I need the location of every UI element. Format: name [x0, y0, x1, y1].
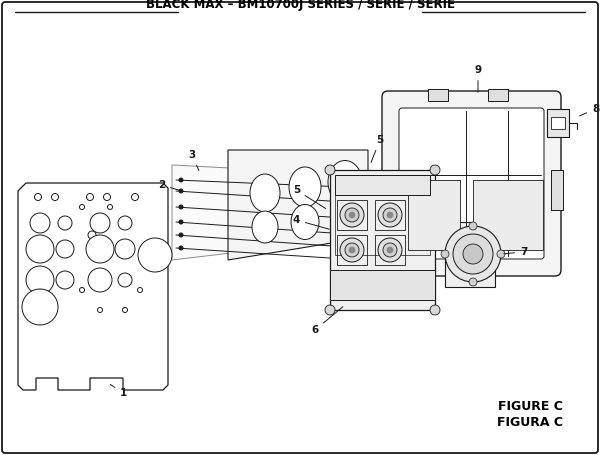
Circle shape: [122, 308, 128, 313]
Polygon shape: [547, 109, 569, 137]
Circle shape: [387, 247, 393, 253]
Text: FIGURE C: FIGURE C: [498, 400, 563, 414]
Circle shape: [387, 212, 393, 218]
Circle shape: [86, 193, 94, 201]
Text: 2: 2: [158, 180, 179, 190]
Circle shape: [118, 273, 132, 287]
Circle shape: [354, 201, 362, 209]
FancyBboxPatch shape: [382, 91, 561, 276]
Circle shape: [179, 220, 183, 224]
Circle shape: [131, 193, 139, 201]
Polygon shape: [330, 170, 435, 310]
Circle shape: [325, 305, 335, 315]
Circle shape: [88, 268, 112, 292]
Circle shape: [97, 308, 103, 313]
Circle shape: [469, 278, 477, 286]
Ellipse shape: [250, 174, 280, 212]
Circle shape: [441, 250, 449, 258]
Circle shape: [58, 216, 72, 230]
Circle shape: [469, 222, 477, 230]
Circle shape: [445, 226, 501, 282]
Circle shape: [137, 288, 143, 293]
Circle shape: [26, 235, 54, 263]
Circle shape: [179, 178, 183, 182]
Circle shape: [430, 165, 440, 175]
Circle shape: [349, 247, 355, 253]
Circle shape: [340, 203, 364, 227]
Circle shape: [383, 208, 397, 222]
Circle shape: [30, 213, 50, 233]
Circle shape: [56, 240, 74, 258]
Circle shape: [179, 233, 183, 237]
Polygon shape: [408, 180, 460, 250]
Circle shape: [378, 203, 402, 227]
Ellipse shape: [328, 161, 362, 203]
Ellipse shape: [291, 204, 319, 239]
Polygon shape: [551, 170, 563, 210]
Text: 7: 7: [504, 247, 527, 257]
Circle shape: [138, 238, 172, 272]
Circle shape: [325, 165, 335, 175]
Circle shape: [345, 243, 359, 257]
Circle shape: [345, 208, 359, 222]
Circle shape: [86, 235, 114, 263]
Circle shape: [26, 266, 54, 294]
Text: 6: 6: [311, 307, 343, 335]
Text: BLACK MAX – BM10700J SERIES / SÉRIE / SERIE: BLACK MAX – BM10700J SERIES / SÉRIE / SE…: [146, 0, 455, 11]
Polygon shape: [445, 222, 495, 287]
Circle shape: [88, 231, 96, 239]
Circle shape: [383, 243, 397, 257]
Polygon shape: [551, 117, 565, 129]
Circle shape: [378, 238, 402, 262]
Polygon shape: [172, 165, 365, 260]
Text: 4: 4: [293, 215, 329, 229]
Circle shape: [79, 288, 85, 293]
Polygon shape: [330, 270, 435, 300]
Polygon shape: [428, 89, 448, 101]
Circle shape: [179, 189, 183, 193]
Text: 5: 5: [371, 135, 383, 162]
Circle shape: [453, 234, 493, 274]
Circle shape: [115, 239, 135, 259]
Circle shape: [463, 244, 483, 264]
Circle shape: [430, 305, 440, 315]
Text: 9: 9: [475, 65, 482, 92]
Circle shape: [79, 204, 85, 209]
Circle shape: [56, 271, 74, 289]
Polygon shape: [473, 180, 543, 250]
Circle shape: [179, 205, 183, 209]
Circle shape: [52, 193, 59, 201]
Polygon shape: [335, 175, 430, 195]
Ellipse shape: [289, 167, 321, 207]
Polygon shape: [488, 89, 508, 101]
Circle shape: [340, 238, 364, 262]
Text: 1: 1: [110, 384, 127, 398]
Text: 5: 5: [293, 185, 326, 208]
Circle shape: [90, 213, 110, 233]
Circle shape: [35, 193, 41, 201]
FancyBboxPatch shape: [399, 108, 544, 259]
Polygon shape: [228, 150, 368, 260]
Circle shape: [118, 216, 132, 230]
Circle shape: [349, 212, 355, 218]
Text: FIGURA C: FIGURA C: [497, 416, 563, 430]
Ellipse shape: [252, 211, 278, 243]
Text: 8: 8: [580, 104, 599, 116]
Circle shape: [104, 193, 110, 201]
Text: 3: 3: [188, 150, 199, 171]
Circle shape: [497, 250, 505, 258]
Polygon shape: [18, 183, 168, 390]
Circle shape: [179, 246, 183, 250]
Circle shape: [107, 204, 113, 209]
Circle shape: [22, 289, 58, 325]
